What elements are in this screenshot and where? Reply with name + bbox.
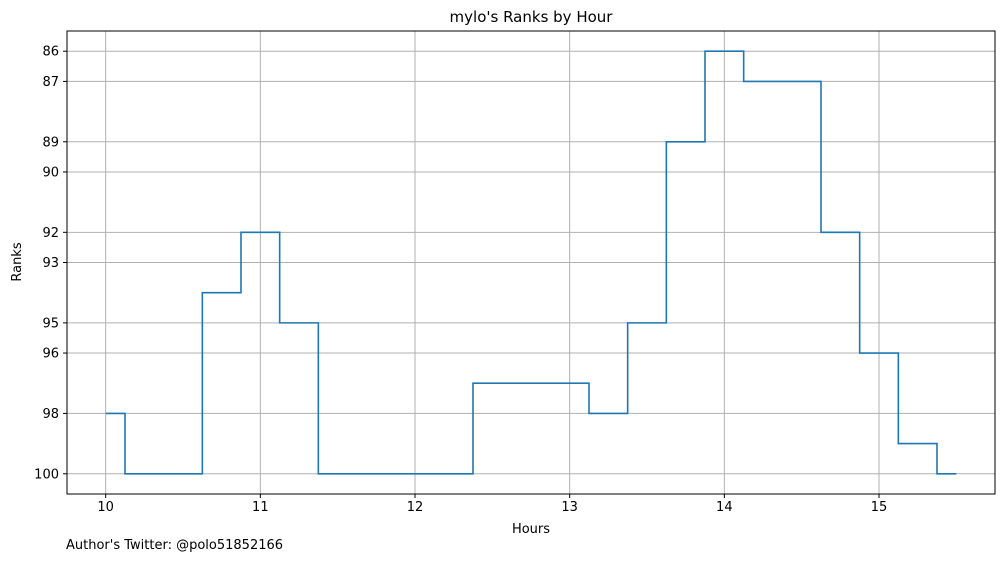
y-tick-label: 96 (42, 347, 59, 362)
x-tick-label: 10 (97, 500, 114, 515)
tick-layer: 10 11 12 13 14 15 86 87 89 90 92 93 95 96 98 100 (34, 45, 887, 515)
y-tick-label: 93 (42, 256, 59, 271)
x-tick-label: 14 (716, 500, 733, 515)
y-tick-label: 95 (42, 316, 59, 331)
x-axis-label: Hours (512, 522, 550, 537)
y-axis-label: Ranks (10, 242, 25, 281)
x-tick-label: 11 (252, 500, 269, 515)
x-tick-label: 13 (561, 500, 578, 515)
y-tick-label: 100 (34, 467, 59, 482)
author-twitter-note: Author's Twitter: @polo51852166 (66, 538, 284, 553)
x-tick-label: 15 (871, 500, 888, 515)
y-tick-label: 98 (42, 407, 59, 422)
series-layer (105, 50, 957, 475)
y-tick-label: 90 (42, 165, 59, 180)
y-tick-label: 87 (42, 75, 59, 90)
y-tick-label: 89 (42, 135, 59, 150)
chart-title: mylo's Ranks by Hour (450, 8, 614, 26)
x-tick-label: 12 (407, 500, 424, 515)
rank-series-line (105, 50, 957, 475)
y-tick-label: 92 (42, 226, 59, 241)
y-tick-label: 86 (42, 45, 59, 60)
